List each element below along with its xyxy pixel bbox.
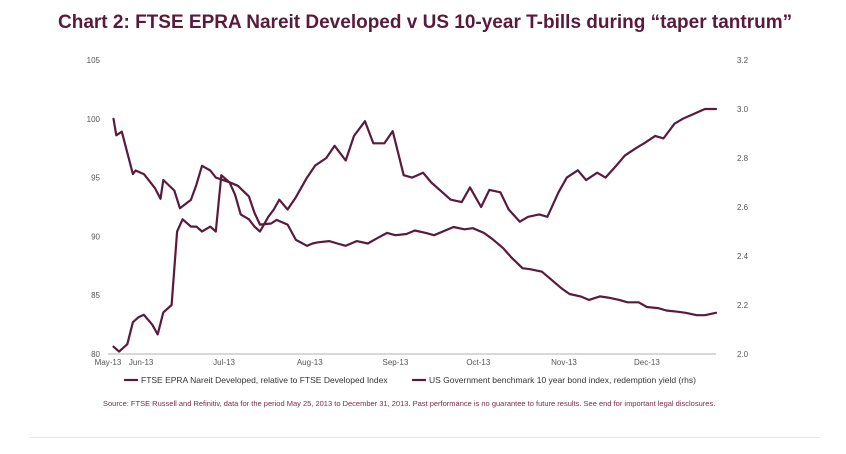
- right-axis-ticks: 2.0 2.2 2.4 2.6 2.8 3.0 3.2: [737, 56, 749, 359]
- x-tick-label: Jun-13: [129, 358, 154, 367]
- right-tick-label: 2.2: [737, 301, 749, 310]
- x-axis-ticks: May-13 Jun-13 Jul-13 Aug-13 Sep-13 Oct-13 Nov-…: [95, 358, 661, 367]
- x-tick-label: Jul-13: [213, 358, 235, 367]
- x-tick-label: Oct-13: [466, 358, 491, 367]
- x-tick-label: Nov-13: [551, 358, 577, 367]
- legend-label: US Government benchmark 10 year bond ind…: [429, 375, 696, 385]
- chart-title: Chart 2: FTSE EPRA Nareit Developed v US…: [58, 12, 793, 33]
- x-tick-label: May-13: [95, 358, 122, 367]
- left-axis-ticks: 80 85 90 95 100 105: [87, 56, 101, 359]
- legend: FTSE EPRA Nareit Developed, relative to …: [124, 375, 696, 385]
- legend-label: FTSE EPRA Nareit Developed, relative to …: [141, 375, 388, 385]
- right-tick-label: 2.0: [737, 350, 749, 359]
- left-tick-label: 105: [87, 56, 101, 65]
- left-tick-label: 85: [91, 291, 100, 300]
- right-tick-label: 3.0: [737, 105, 749, 114]
- x-tick-label: Dec-13: [634, 358, 660, 367]
- series-line-epra: [112, 117, 718, 317]
- right-tick-label: 2.4: [737, 252, 749, 261]
- footer-divider: [30, 437, 820, 438]
- left-tick-label: 90: [91, 232, 100, 241]
- right-tick-label: 2.6: [737, 203, 749, 212]
- source-note: Source: FTSE Russell and Refinitiv, data…: [103, 399, 716, 408]
- left-tick-label: 100: [87, 115, 101, 124]
- left-tick-label: 80: [91, 350, 100, 359]
- x-tick-label: Aug-13: [297, 358, 323, 367]
- series-line-us10y: [112, 107, 718, 353]
- x-tick-label: Sep-13: [383, 358, 409, 367]
- left-tick-label: 95: [91, 174, 100, 183]
- right-tick-label: 3.2: [737, 56, 749, 65]
- series-layer: [112, 107, 718, 353]
- right-tick-label: 2.8: [737, 154, 749, 163]
